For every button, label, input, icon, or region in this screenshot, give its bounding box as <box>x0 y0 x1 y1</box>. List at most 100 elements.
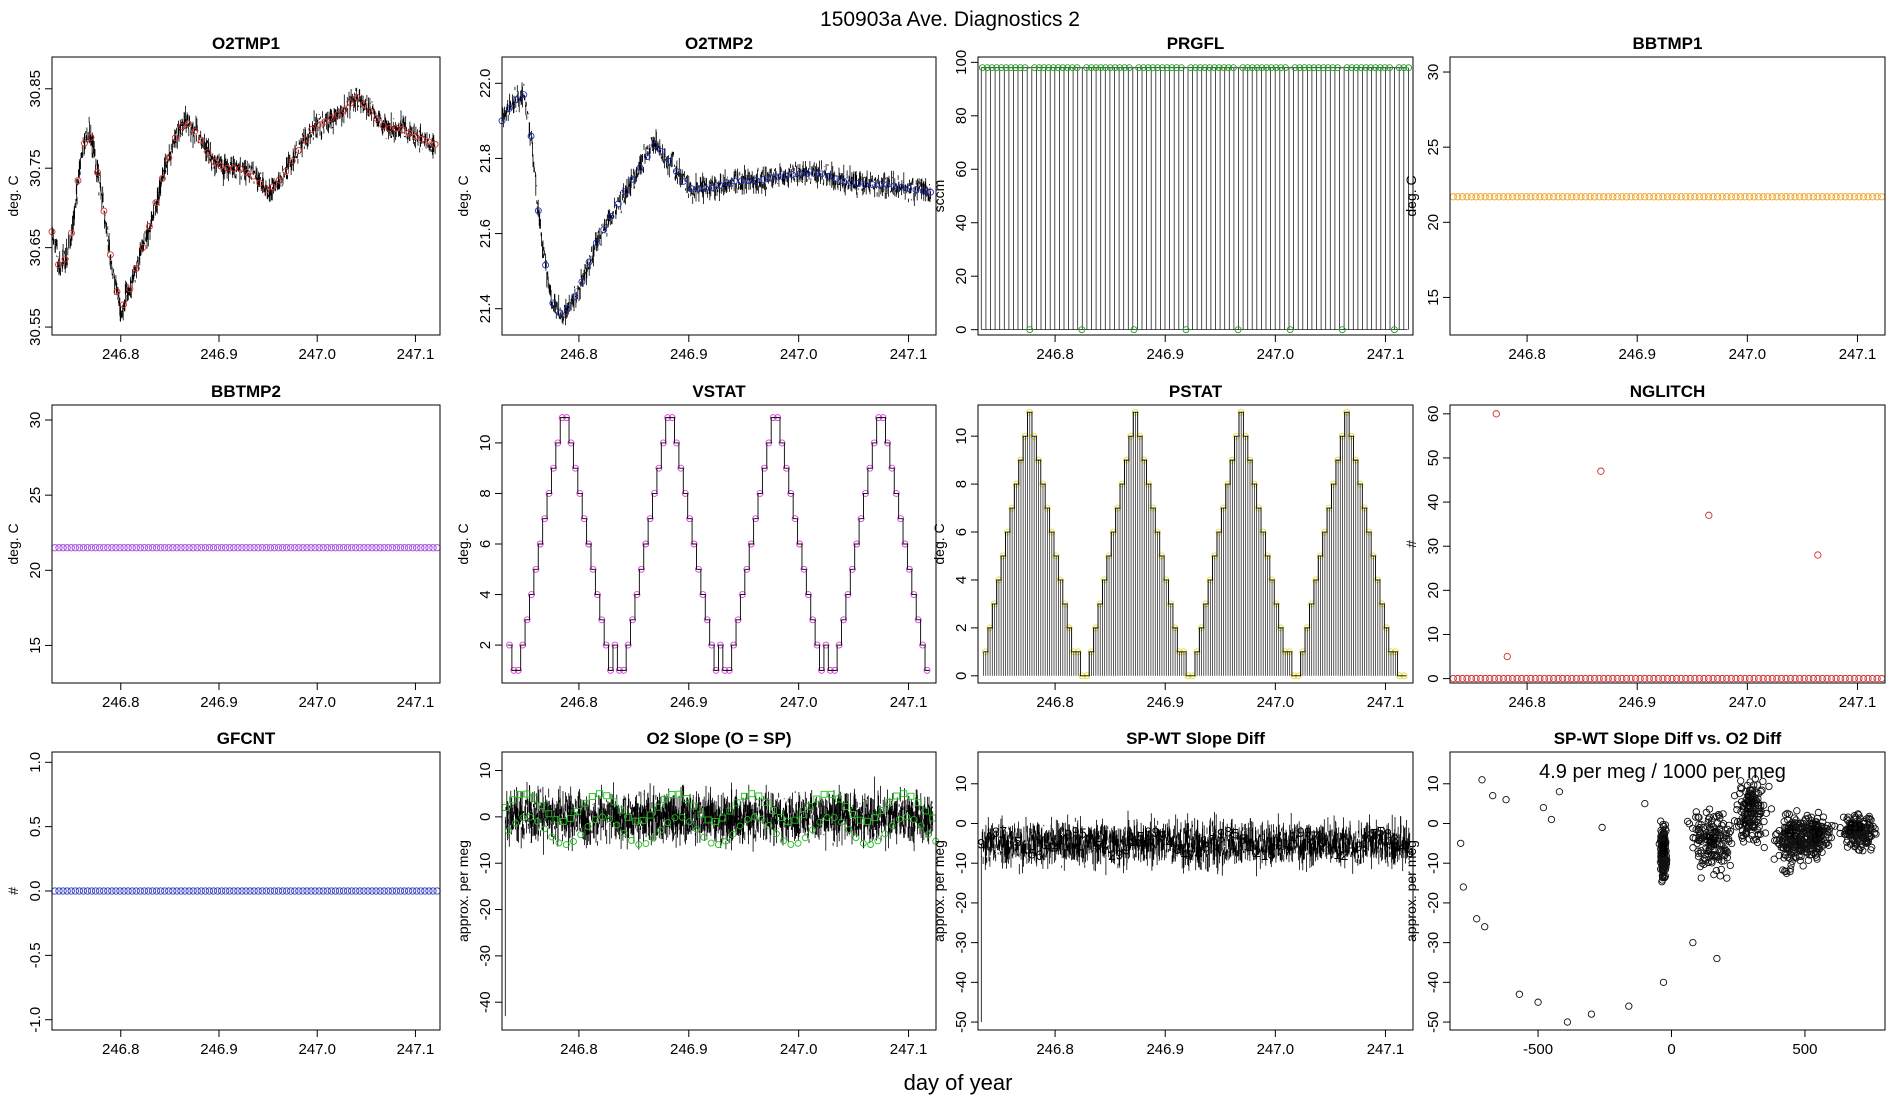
data-point <box>1659 862 1668 870</box>
data-point <box>1092 64 1100 72</box>
data-point <box>890 182 898 190</box>
y-tick-label: 30 <box>1425 538 1442 555</box>
y-tick-label: 4 <box>953 576 970 584</box>
data-point <box>700 833 708 841</box>
data-point <box>295 146 303 154</box>
data-point <box>1706 825 1714 833</box>
x-tick-label: 246.9 <box>1146 346 1184 363</box>
data-point <box>1636 193 1644 201</box>
data-point <box>803 170 811 177</box>
square-point <box>922 807 929 815</box>
data-point <box>730 641 738 649</box>
data-point <box>386 125 394 132</box>
data-point <box>1609 193 1617 201</box>
data-point <box>576 490 584 497</box>
data-point <box>554 439 562 447</box>
square-point <box>610 798 618 806</box>
data-point <box>1371 64 1379 72</box>
data-point <box>1722 846 1730 855</box>
data-point <box>1780 850 1789 859</box>
data-point <box>1215 64 1223 72</box>
data-point <box>1229 64 1237 72</box>
data-point <box>796 170 804 177</box>
data-point <box>234 887 242 895</box>
data-point <box>637 565 645 573</box>
x-tick-label: 247.0 <box>298 346 336 363</box>
data-point <box>751 813 759 821</box>
data-point <box>1319 64 1327 72</box>
data-point <box>1706 838 1714 846</box>
data-point <box>527 132 535 140</box>
square-point <box>900 790 908 798</box>
cluster-label: 6 <box>1660 839 1668 855</box>
data-point <box>1827 674 1836 683</box>
data-point <box>366 107 374 115</box>
data-point <box>417 887 425 895</box>
data-point <box>421 887 429 895</box>
data-point <box>55 887 63 895</box>
figure-title: 150903a Ave. Diagnostics 2 <box>820 8 1080 31</box>
data-point <box>816 818 824 826</box>
data-point <box>1721 845 1729 853</box>
square-point <box>646 811 654 819</box>
data-point <box>1016 64 1024 72</box>
data-point <box>63 887 71 895</box>
cluster-label: 4 <box>1749 794 1757 810</box>
data-point <box>299 887 307 895</box>
data-point <box>592 239 600 247</box>
data-point <box>1859 847 1867 855</box>
data-point <box>533 817 541 825</box>
data-point <box>1234 326 1242 334</box>
y-tick-label: 80 <box>953 107 970 124</box>
square-point <box>755 792 763 800</box>
data-point <box>825 172 833 180</box>
data-point <box>1695 193 1704 201</box>
ring-point <box>1478 776 1486 784</box>
digit-point: 2 <box>1108 847 1116 863</box>
y-tick-label: 22.0 <box>477 69 494 98</box>
data-point <box>1622 193 1631 201</box>
data-point <box>1831 822 1839 830</box>
data-point <box>1111 64 1119 72</box>
data-point <box>1811 818 1819 826</box>
data-point <box>1704 674 1713 683</box>
data-point <box>1816 840 1824 849</box>
data-point <box>809 826 817 834</box>
data-point <box>258 887 266 895</box>
data-point <box>1518 193 1526 201</box>
data-point <box>1007 64 1015 72</box>
data-point <box>222 544 230 552</box>
data-point <box>1719 833 1728 842</box>
data-point <box>1187 64 1195 72</box>
data-point <box>1586 193 1594 201</box>
data-point <box>1779 866 1787 874</box>
panel-title: O2TMP1 <box>212 34 280 53</box>
data-point <box>1476 193 1485 201</box>
data-point <box>1873 193 1881 201</box>
data-point <box>1636 674 1644 683</box>
data-point <box>1504 193 1512 201</box>
data-point <box>1843 843 1852 851</box>
ring-point <box>1713 954 1721 963</box>
data-point <box>1149 64 1157 72</box>
data-point <box>1683 817 1692 826</box>
data-point <box>765 439 773 447</box>
data-point <box>1472 193 1480 201</box>
data-point <box>1486 674 1494 683</box>
data-point <box>859 839 867 847</box>
y-tick-label: -10 <box>477 852 494 874</box>
x-tick-label: 247.1 <box>1367 346 1405 363</box>
data-point <box>1201 64 1209 72</box>
data-point <box>1329 64 1337 72</box>
data-point <box>585 540 593 548</box>
y-tick-label: -40 <box>1425 971 1442 993</box>
data-point <box>519 641 527 649</box>
data-point <box>896 815 903 823</box>
data-point <box>243 169 251 177</box>
data-point <box>193 887 201 895</box>
data-point <box>181 544 189 552</box>
cluster-label: 1 <box>1703 841 1711 857</box>
data-point <box>331 544 340 552</box>
data-point <box>1866 829 1874 838</box>
data-point <box>1704 818 1712 826</box>
